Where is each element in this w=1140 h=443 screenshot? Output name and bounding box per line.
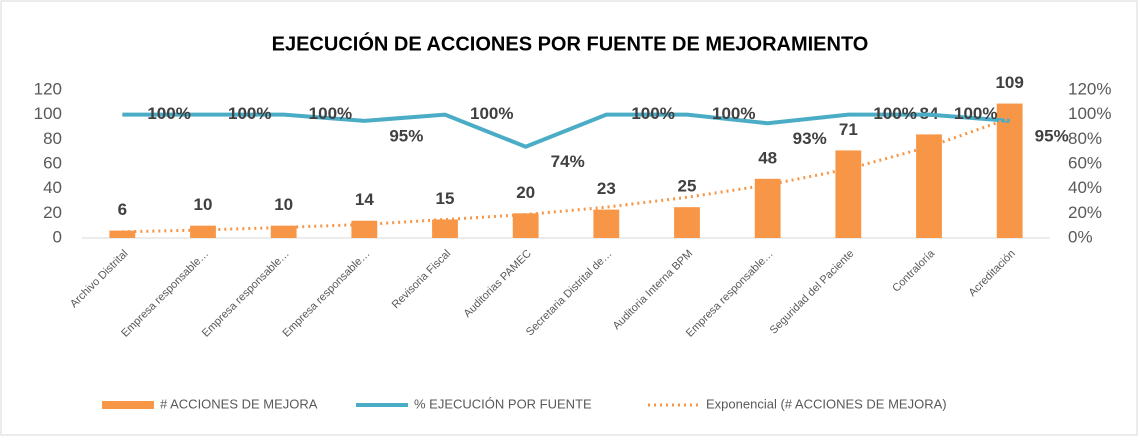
data-label: 10 <box>274 195 293 214</box>
bar <box>593 209 620 238</box>
data-label: 109 <box>995 73 1023 92</box>
bar <box>512 213 539 238</box>
data-label: 25 <box>678 177 697 196</box>
data-label: 100% <box>873 104 916 123</box>
data-label: 100% <box>631 104 674 123</box>
data-label: 95% <box>389 126 423 145</box>
data-label: 6 <box>118 200 127 219</box>
y-tick-label: 20 <box>43 203 62 222</box>
bar <box>916 134 942 238</box>
bar <box>674 207 700 238</box>
bar <box>351 220 378 238</box>
data-label: 93% <box>793 129 827 148</box>
bar <box>754 178 781 238</box>
data-label: 14 <box>355 190 374 209</box>
data-label: 15 <box>436 189 455 208</box>
bar <box>270 225 297 238</box>
data-label: 100% <box>712 104 755 123</box>
data-label: 20 <box>516 183 535 202</box>
y2-tick-label: 40% <box>1068 178 1102 197</box>
data-label: 23 <box>597 179 616 198</box>
data-label: 100% <box>147 104 190 123</box>
legend-label: % EJECUCIÓN POR FUENTE <box>414 396 592 411</box>
y-tick-label: 80 <box>43 129 62 148</box>
y-tick-label: 120 <box>34 79 62 98</box>
y2-tick-label: 100% <box>1068 104 1111 123</box>
y-tick-label: 40 <box>43 178 62 197</box>
legend-label: Exponencial (# ACCIONES DE MEJORA) <box>706 396 947 411</box>
line-series <box>122 112 1010 149</box>
legend-label: # ACCIONES DE MEJORA <box>160 396 318 411</box>
y2-tick-label: 0% <box>1068 227 1093 246</box>
y2-tick-label: 80% <box>1068 129 1102 148</box>
data-label: 100% <box>228 104 271 123</box>
bar <box>190 225 216 238</box>
y2-tick-label: 60% <box>1068 153 1102 172</box>
y2-tick-label: 20% <box>1068 203 1102 222</box>
legend-swatch <box>102 401 154 409</box>
data-label: 10 <box>194 195 213 214</box>
data-label: 95% <box>1035 126 1069 145</box>
data-label: 74% <box>551 152 585 171</box>
data-label: 100% <box>470 104 513 123</box>
data-label: 100% <box>309 104 352 123</box>
data-label: 100% <box>954 104 997 123</box>
bar <box>432 219 458 238</box>
chart-title: EJECUCIÓN DE ACCIONES POR FUENTE DE MEJO… <box>272 31 869 55</box>
data-label: 71 <box>839 120 858 139</box>
bar <box>835 150 862 238</box>
y-tick-label: 60 <box>43 153 62 172</box>
bar <box>109 230 136 238</box>
trend-line <box>122 116 1011 234</box>
y-tick-label: 100 <box>34 104 62 123</box>
y2-tick-label: 120% <box>1068 79 1111 98</box>
y-tick-label: 0 <box>53 227 62 246</box>
data-label: 48 <box>758 148 777 167</box>
bar <box>996 103 1023 238</box>
